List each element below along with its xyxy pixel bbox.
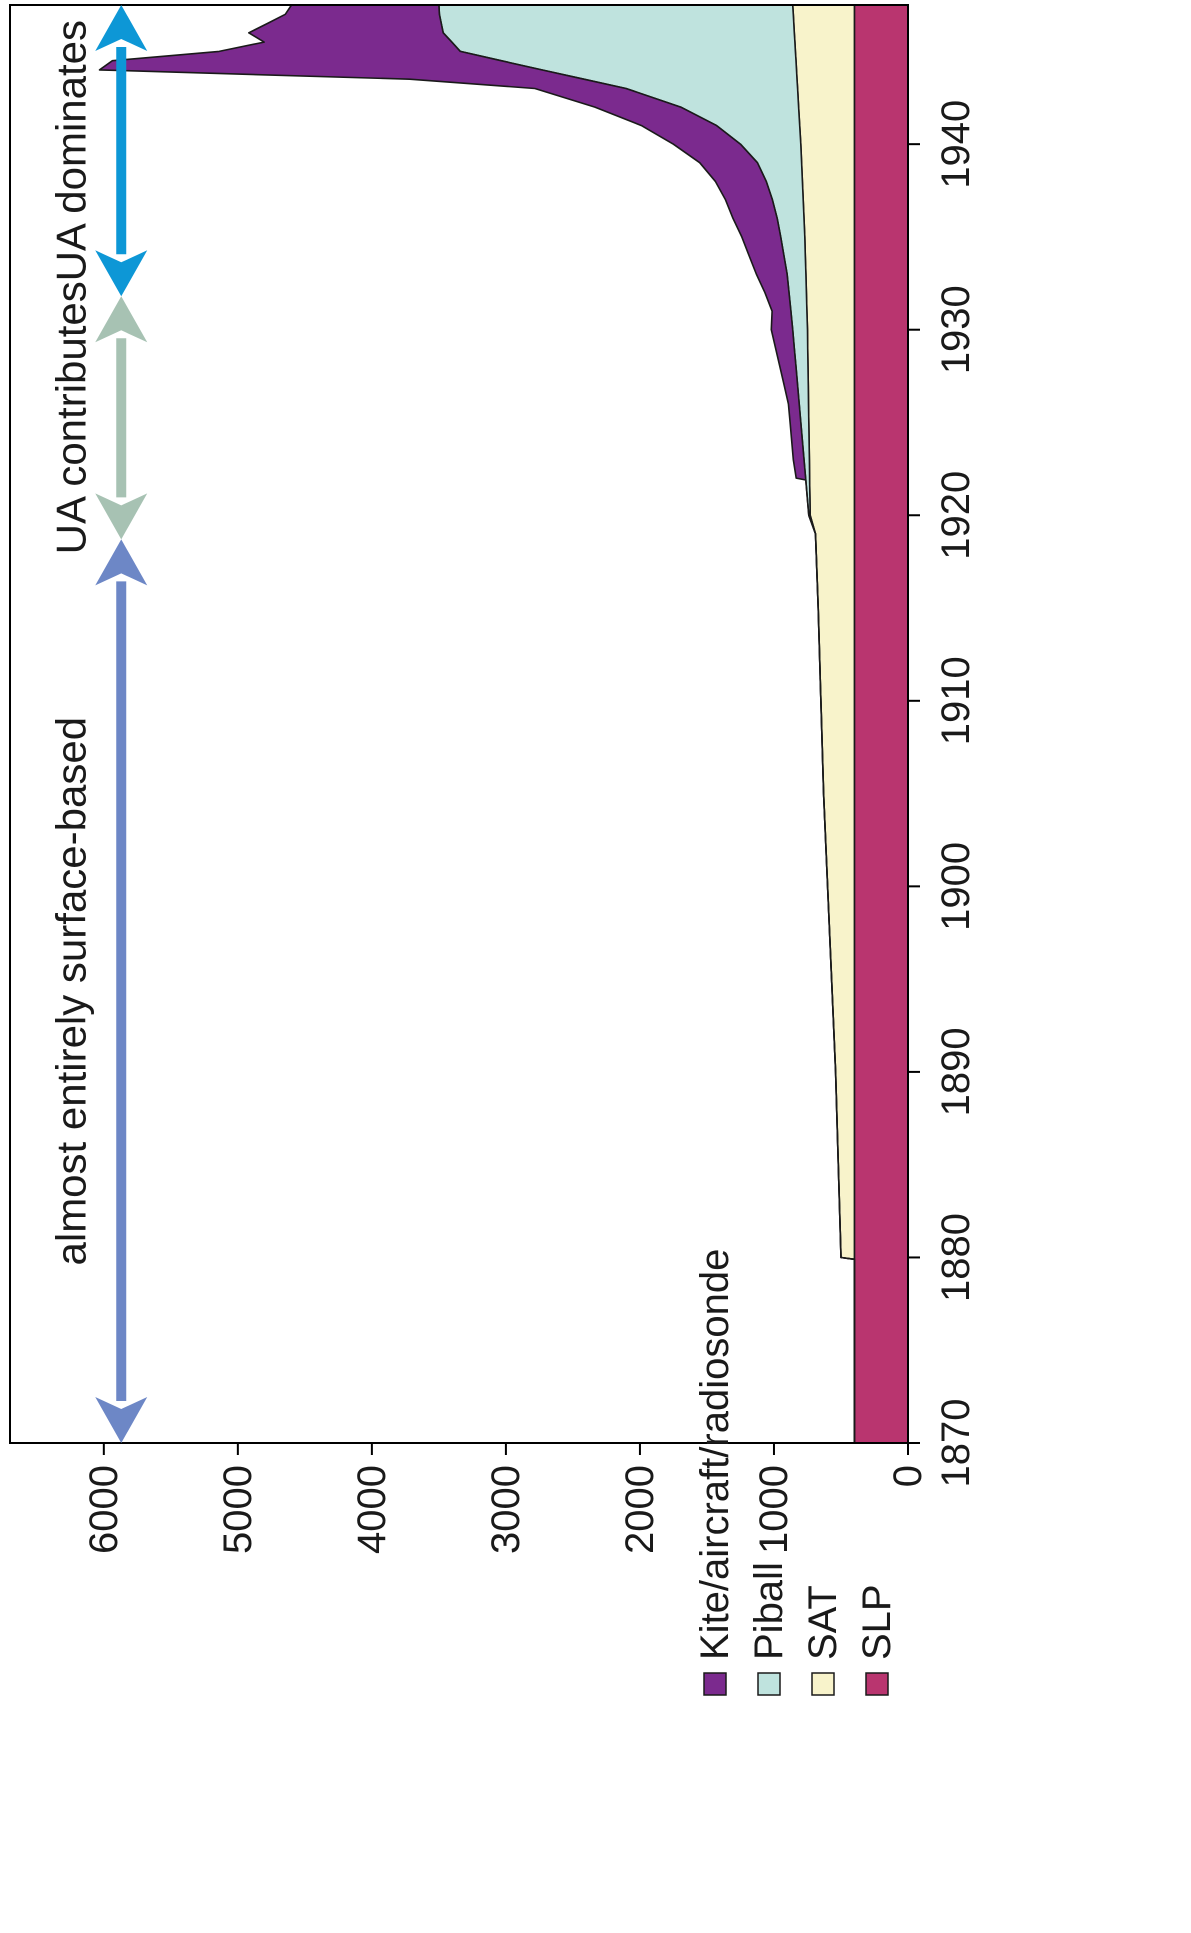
area-slp xyxy=(853,4,909,1444)
legend-entry-sat: SAT xyxy=(801,1585,845,1696)
legend-label: Kite/aircraft/radiosonde xyxy=(693,1249,737,1660)
arrow-head-up xyxy=(95,296,148,343)
legend-entry-kite-aircraft-radiosonde: Kite/aircraft/radiosonde xyxy=(693,1249,737,1696)
count-tick-label: 2000 xyxy=(618,1465,662,1554)
arrow-head-down xyxy=(95,250,148,297)
year-tick-label: 1900 xyxy=(934,842,978,931)
count-tick-label: 1000 xyxy=(752,1465,796,1554)
legend-swatch xyxy=(811,1672,835,1696)
legend: Kite/aircraft/radiosonde Piball SAT SLP xyxy=(693,1249,899,1696)
count-tick-label: 5000 xyxy=(216,1465,260,1554)
area-piball xyxy=(438,4,856,1444)
arrow-head-down xyxy=(95,493,148,540)
year-tick-label: 1870 xyxy=(934,1399,978,1488)
area-kite-aircraft-radiosonde xyxy=(98,4,856,1444)
year-tick-label: 1940 xyxy=(934,100,978,189)
annotation-label: almost entirely surface-based xyxy=(48,717,95,1266)
legend-swatch xyxy=(757,1672,781,1696)
count-tick-label: 6000 xyxy=(82,1465,126,1554)
count-tick-label: 3000 xyxy=(484,1465,528,1554)
year-tick-label: 1880 xyxy=(934,1213,978,1302)
axes: 1870 1880 1890 1900 1910 1920 1930 1940 0 1000 200… xyxy=(82,100,978,1554)
arrow-head-up xyxy=(95,5,148,51)
annotation-almost-entirely-surface-based: almost entirely surface-based xyxy=(48,539,148,1443)
plot-frame xyxy=(9,4,909,1444)
plot-area xyxy=(98,4,909,1444)
legend-swatch xyxy=(703,1672,727,1696)
count-tick-label: 0 xyxy=(886,1465,930,1487)
annotation-label: UA contributes xyxy=(48,281,95,554)
annotations: almost entirely surface-based UA contribu… xyxy=(48,5,148,1443)
year-tick-label: 1910 xyxy=(934,656,978,745)
annotation-ua-dominates: UA dominates xyxy=(48,5,148,297)
annotation-ua-contributes: UA contributes xyxy=(48,281,148,554)
legend-label: SAT xyxy=(801,1585,845,1660)
legend-swatch xyxy=(865,1672,889,1696)
year-tick-label: 1930 xyxy=(934,285,978,374)
arrow-head-down xyxy=(95,1397,148,1443)
count-tick-label: 4000 xyxy=(350,1465,394,1554)
legend-label: SLP xyxy=(855,1584,899,1660)
year-tick-label: 1890 xyxy=(934,1027,978,1116)
legend-entry-slp: SLP xyxy=(855,1584,899,1696)
arrow-head-up xyxy=(95,539,148,586)
legend-label: Piball xyxy=(747,1562,791,1660)
annotation-label: UA dominates xyxy=(48,20,95,281)
legend-entry-piball: Piball xyxy=(747,1562,791,1696)
year-tick-label: 1920 xyxy=(934,471,978,560)
